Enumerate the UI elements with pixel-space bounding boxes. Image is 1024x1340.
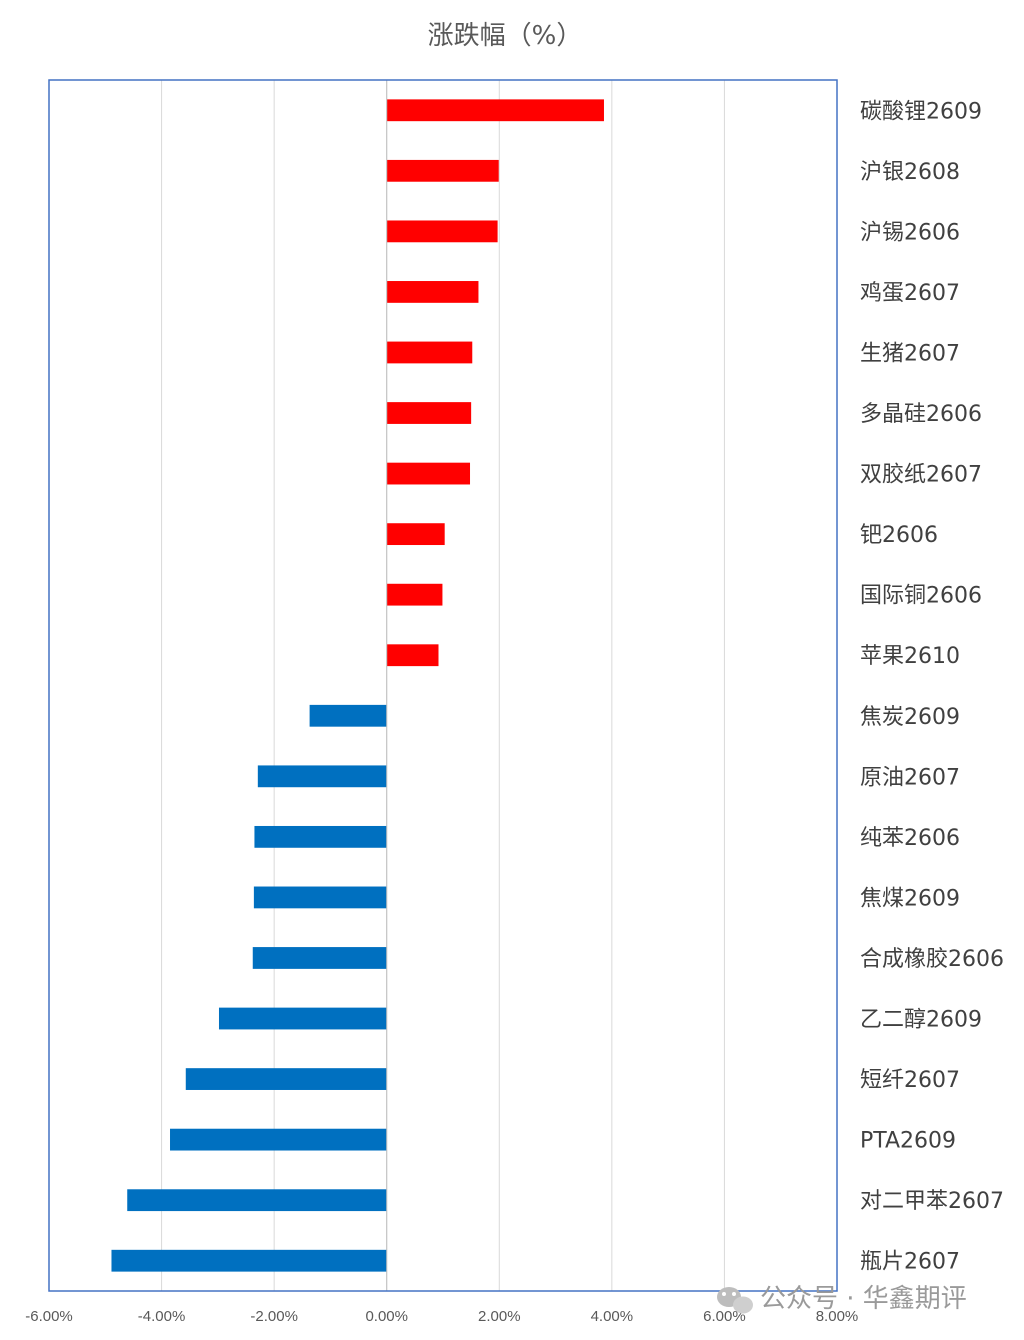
category-label: 乙二醇2609	[860, 1008, 982, 1033]
wechat-icon	[717, 1287, 753, 1314]
category-label: 短纤2607	[860, 1068, 960, 1093]
x-tick-label: -4.00%	[138, 1308, 186, 1325]
bar	[253, 886, 387, 909]
bar	[386, 644, 439, 667]
bar	[254, 825, 387, 848]
category-label: 对二甲苯2607	[860, 1189, 1004, 1214]
bar	[386, 99, 604, 122]
category-label: 生猪2607	[860, 341, 960, 366]
category-label: 国际铜2606	[860, 584, 982, 609]
bars	[111, 99, 604, 1272]
category-label: 钯2606	[860, 523, 938, 548]
x-tick-label: 8.00%	[816, 1308, 859, 1325]
bar	[386, 583, 443, 606]
category-label: 焦炭2609	[860, 705, 960, 730]
watermark-text: 公众号 · 华鑫期评	[760, 1284, 967, 1314]
bar	[111, 1249, 387, 1272]
bar	[386, 220, 498, 243]
category-label: 多晶硅2606	[860, 402, 982, 427]
category-label: 纯苯2606	[860, 826, 960, 851]
x-tick-label: 4.00%	[591, 1308, 634, 1325]
category-label: 苹果2610	[860, 644, 960, 669]
plot-area-frame	[48, 79, 838, 1292]
category-label: PTA2609	[860, 1129, 956, 1154]
x-tick-label: 6.00%	[703, 1308, 746, 1325]
bar	[386, 159, 499, 182]
chart-title: 涨跌幅（%）	[428, 21, 583, 51]
bar	[257, 765, 387, 788]
bar	[386, 462, 471, 485]
gridlines	[161, 80, 725, 1291]
category-label: 鸡蛋2607	[860, 281, 960, 306]
category-label: 沪银2608	[860, 160, 960, 185]
x-tick-label: -6.00%	[25, 1308, 73, 1325]
category-label: 碳酸锂2609	[860, 99, 982, 124]
category-label: 原油2607	[860, 765, 960, 790]
bar	[127, 1189, 387, 1212]
category-label: 合成橡胶2606	[860, 947, 1004, 972]
bar	[218, 1007, 387, 1030]
category-label: 沪锡2606	[860, 220, 960, 245]
bar	[386, 281, 479, 303]
category-label: 焦煤2609	[860, 886, 960, 911]
category-label: 双胶纸2607	[860, 463, 982, 488]
x-tick-label: 0.00%	[365, 1308, 408, 1325]
category-labels: 碳酸锂2609 沪银2608 沪锡2606 鸡蛋2607 生猪2607 多晶硅2606 双胶…	[860, 99, 1004, 1274]
bar	[185, 1068, 387, 1090]
x-tick-label: 2.00%	[478, 1308, 521, 1325]
x-tick-label: -2.00%	[250, 1308, 298, 1325]
bar	[252, 947, 387, 969]
bar	[170, 1128, 387, 1151]
watermark: 公众号 · 华鑫期评	[717, 1284, 967, 1314]
bar	[386, 523, 445, 546]
x-axis-tick-labels: -6.00% -4.00% -2.00% 0.00% 2.00% 4.00% 6.00% 8.…	[25, 1308, 858, 1325]
category-label: 瓶片2607	[860, 1250, 960, 1275]
bar	[386, 341, 473, 364]
bar	[309, 704, 387, 727]
bar	[386, 402, 472, 424]
